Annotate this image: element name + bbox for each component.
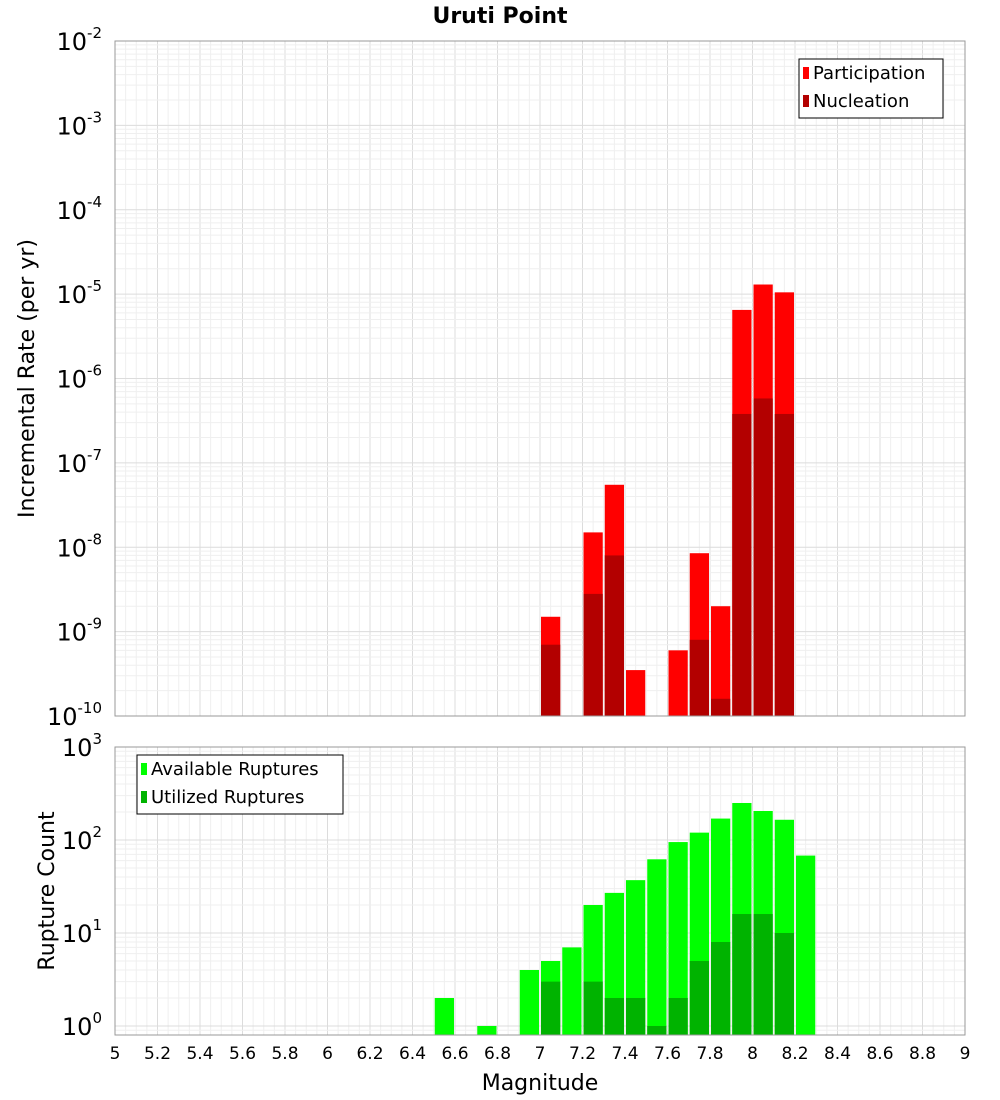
- x-tick-label: 5.6: [229, 1044, 256, 1064]
- count-bar-secondary: [583, 981, 603, 1035]
- x-tick-label: 6.4: [399, 1044, 426, 1064]
- x-tick-label: 7.6: [654, 1044, 681, 1064]
- count-bar-secondary: [732, 914, 752, 1035]
- x-tick-label: 6.2: [356, 1044, 383, 1064]
- y-axis-label: Incremental Rate (per yr): [15, 239, 40, 518]
- y-tick-label: 100: [62, 1009, 102, 1041]
- x-axis: 5 5.2 5.4 5.6 5.8 6 6.2 6.4 6.6 6.8 7 7.2 7.4 7.6 7.8 8…: [110, 1044, 971, 1064]
- count-bar-secondary: [541, 981, 561, 1035]
- rate-bar-primary: [711, 606, 731, 716]
- count-bar-secondary: [753, 914, 773, 1035]
- legend-swatch: [141, 791, 147, 803]
- x-tick-label: 7: [535, 1044, 546, 1064]
- count-bar-primary: [647, 859, 667, 1035]
- x-tick-label: 5: [110, 1044, 121, 1064]
- x-tick-label: 6.6: [441, 1044, 468, 1064]
- plot-border: [114, 746, 966, 1036]
- x-tick-label: 8.8: [909, 1044, 936, 1064]
- x-tick-label: 5.8: [271, 1044, 298, 1064]
- legend-box: [136, 754, 344, 815]
- rate-bar-secondary: [732, 413, 752, 716]
- count-bar-primary: [477, 1025, 497, 1035]
- count-bar-primary: [434, 997, 454, 1035]
- chart-title: Uruti Point: [432, 4, 568, 29]
- count-bar-secondary: [774, 932, 794, 1035]
- y-tick-label: 102: [62, 823, 102, 855]
- x-tick-label: 7.8: [696, 1044, 723, 1064]
- count-bar-primary: [626, 880, 646, 1035]
- rate-bar-secondary: [774, 413, 794, 716]
- x-tick-label: 8.2: [781, 1044, 808, 1064]
- rate-bar-secondary: [541, 644, 561, 716]
- rate-bar-secondary: [753, 398, 773, 716]
- x-tick-label: 8.4: [824, 1044, 851, 1064]
- y-tick-label: 10-6: [56, 362, 102, 394]
- y-tick-label: 10-8: [56, 530, 102, 562]
- count-bar-secondary: [689, 960, 709, 1035]
- count-bar-primary: [562, 947, 582, 1035]
- y-tick-label: 10-10: [47, 699, 102, 731]
- count-bar-secondary: [711, 942, 731, 1035]
- y-tick-label: 103: [62, 730, 102, 762]
- count-bar-secondary: [604, 997, 624, 1035]
- rate-bar-secondary: [583, 593, 603, 716]
- y-tick-label: 10-3: [56, 108, 102, 140]
- count-bar-secondary: [626, 997, 646, 1035]
- count-bar-primary: [519, 969, 539, 1035]
- x-tick-label: 5.2: [144, 1044, 171, 1064]
- x-tick-label: 6.8: [484, 1044, 511, 1064]
- legend-swatch: [803, 95, 809, 107]
- legend-label: Utilized Ruptures: [151, 787, 304, 808]
- count-bar-secondary: [668, 997, 688, 1035]
- rate-bar-secondary: [689, 639, 709, 716]
- x-tick-label: 9: [960, 1044, 971, 1064]
- x-tick-label: 6: [322, 1044, 333, 1064]
- y-tick-label: 10-7: [56, 446, 102, 478]
- y-tick-label: 10-5: [56, 277, 102, 309]
- rate-bar-secondary: [711, 698, 731, 716]
- x-tick-label: 7.4: [611, 1044, 638, 1064]
- x-tick-label: 7.2: [569, 1044, 596, 1064]
- rate-panel: 10-10 10-9 10-8 10-7 10-6 10-5 10-4 10-3 10-2 Inc…: [15, 24, 966, 731]
- rate-bar-primary: [626, 670, 646, 716]
- y-tick-label: 10-9: [56, 615, 102, 647]
- x-tick-label: 8.6: [866, 1044, 893, 1064]
- x-axis-label: Magnitude: [482, 1071, 599, 1096]
- plot-border: [114, 40, 966, 717]
- legend-label: Available Ruptures: [151, 759, 319, 780]
- y-tick-label: 101: [62, 916, 102, 948]
- legend-swatch: [803, 67, 809, 79]
- x-tick-label: 8: [747, 1044, 758, 1064]
- legend-box: [798, 58, 944, 119]
- legend-swatch: [141, 763, 147, 775]
- count-bar-secondary: [647, 1025, 667, 1035]
- legend-label: Nucleation: [813, 91, 909, 112]
- count-panel: 100 101 102 103 Rupture Count Available Ruptu…: [35, 730, 966, 1041]
- x-tick-label: 5.4: [186, 1044, 213, 1064]
- y-axis-label: Rupture Count: [35, 811, 60, 971]
- y-tick-label: 10-4: [56, 193, 102, 225]
- rate-bar-secondary: [604, 555, 624, 716]
- count-bar-primary: [668, 842, 688, 1035]
- legend-label: Participation: [813, 63, 925, 84]
- count-bar-primary: [796, 855, 816, 1035]
- rate-bar-primary: [668, 650, 688, 716]
- y-tick-label: 10-2: [56, 24, 102, 56]
